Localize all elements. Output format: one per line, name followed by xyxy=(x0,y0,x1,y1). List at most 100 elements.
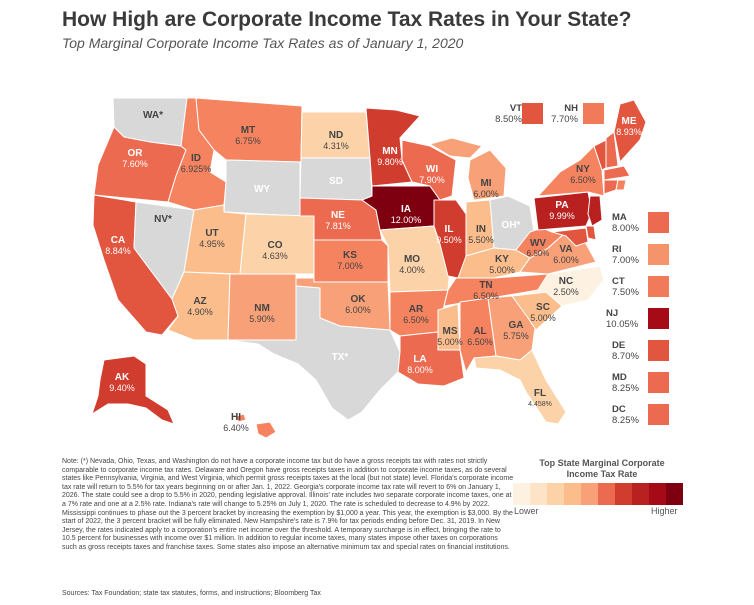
state-CT xyxy=(603,179,619,195)
swatch-DE xyxy=(648,340,669,361)
label-IN: IN 5.50% xyxy=(468,224,494,245)
state-MI-UP xyxy=(429,137,483,159)
label-MS: MS 5.00% xyxy=(437,326,463,347)
callout-RI-code: RI xyxy=(612,244,622,255)
label-UT: UT 4.95% xyxy=(199,228,225,249)
state-HI xyxy=(255,421,277,439)
sources: Sources: Tax Foundation; state tax statu… xyxy=(62,590,321,597)
state-KS xyxy=(313,239,389,283)
callout-VT: VT 8.50% xyxy=(492,103,522,125)
legend-swatch xyxy=(513,483,530,505)
legend-swatch xyxy=(666,483,683,505)
swatch-NJ xyxy=(648,308,669,329)
state-NH xyxy=(605,131,619,169)
label-LA: LA 8.00% xyxy=(407,354,433,375)
callout-NH: NH 7.70% xyxy=(548,103,578,125)
state-ME xyxy=(613,99,647,163)
callout-NJ-rate: 10.05% xyxy=(606,319,639,330)
label-ND: ND 4.31% xyxy=(323,130,349,151)
callout-CT-code: CT xyxy=(612,276,625,287)
callout-RI-rate: 7.00% xyxy=(612,255,639,266)
swatch-MA xyxy=(648,212,669,233)
label-TX: TX* xyxy=(332,352,349,363)
callout-MA-code: MA xyxy=(612,212,627,223)
legend-swatch xyxy=(530,483,547,505)
callout-DC: DC 8.25% xyxy=(612,404,646,426)
state-HI-small xyxy=(235,413,247,423)
state-MI xyxy=(467,149,507,201)
callout-DC-code: DC xyxy=(612,404,626,415)
legend-swatch xyxy=(615,483,632,505)
callout-CT: CT 7.50% xyxy=(612,276,646,298)
label-AK: AK 9.40% xyxy=(109,372,135,393)
legend-high-label: Higher xyxy=(651,506,678,516)
state-NC xyxy=(511,265,605,307)
label-NM: NM 5.90% xyxy=(249,303,275,324)
label-ID: ID 6.925% xyxy=(181,153,212,174)
state-NY xyxy=(537,145,605,197)
swatch-DC xyxy=(648,404,669,425)
label-PA: PA 9.99% xyxy=(549,200,575,221)
swatch-VT xyxy=(522,103,543,124)
callout-VT-code: VT xyxy=(509,103,522,114)
state-FL xyxy=(473,349,567,425)
label-CO: CO 4.63% xyxy=(262,240,288,261)
label-IL: IL 9.50% xyxy=(436,224,462,245)
map-title: How High are Corporate Income Tax Rates … xyxy=(62,8,632,31)
label-CA: CA 8.84% xyxy=(105,235,131,256)
callout-DE-code: DE xyxy=(612,340,626,351)
legend-swatch xyxy=(547,483,564,505)
label-WA: WA* xyxy=(143,110,163,121)
legend-swatch xyxy=(581,483,598,505)
label-SD: SD xyxy=(329,176,343,187)
footnote: Note: (*) Nevada, Ohio, Texas, and Washi… xyxy=(62,458,514,551)
callout-DC-rate: 8.25% xyxy=(612,415,639,426)
state-MD xyxy=(551,227,589,247)
label-VA: VA 6.00% xyxy=(553,244,579,265)
label-NC: NC 2.50% xyxy=(553,276,579,297)
label-ME: ME 8.93% xyxy=(616,116,642,137)
state-TX xyxy=(227,285,401,421)
swatch-CT xyxy=(648,276,669,297)
label-AZ: AZ 4.90% xyxy=(187,296,213,317)
callout-NJ: NJ 10.05% xyxy=(606,308,646,330)
label-NE: NE 7.81% xyxy=(325,210,351,231)
label-WV: WV 6.50% xyxy=(527,238,550,258)
callout-NH-rate: 7.70% xyxy=(551,114,578,125)
callout-NH-code: NH xyxy=(564,103,578,114)
label-KS: KS 7.00% xyxy=(337,250,363,271)
map-subtitle: Top Marginal Corporate Income Tax Rates … xyxy=(62,35,464,51)
swatch-MD xyxy=(648,372,669,393)
label-MN: MN 9.80% xyxy=(377,146,403,167)
label-HI: HI 6.40% xyxy=(223,412,249,433)
callout-MD-code: MD xyxy=(612,372,627,383)
state-RI xyxy=(615,179,627,191)
callout-DE-rate: 8.70% xyxy=(612,351,639,362)
label-OR: OR 7.60% xyxy=(122,148,148,169)
legend-swatch xyxy=(649,483,666,505)
state-AK xyxy=(91,355,175,425)
legend-swatch xyxy=(564,483,581,505)
callout-RI: RI 7.00% xyxy=(612,244,646,266)
label-OK: OK 6.00% xyxy=(345,294,371,315)
label-SC: SC 5.00% xyxy=(530,302,556,323)
label-AR: AR 6.50% xyxy=(403,304,429,325)
callout-CT-rate: 7.50% xyxy=(612,287,639,298)
label-WY: WY xyxy=(254,184,270,195)
callout-MA-rate: 8.00% xyxy=(612,223,639,234)
label-MO: MO 4.00% xyxy=(399,254,425,275)
callout-MA: MA 8.00% xyxy=(612,212,646,234)
callout-DE: DE 8.70% xyxy=(612,340,646,362)
legend-title: Top State Marginal Corporate Income Tax … xyxy=(539,458,665,479)
label-TN: TN 6.50% xyxy=(473,280,499,301)
label-KY: KY 5.00% xyxy=(489,254,515,275)
state-MA xyxy=(603,165,631,181)
label-WI: WI 7.90% xyxy=(419,164,445,185)
legend-swatch xyxy=(598,483,615,505)
label-MT: MT 6.75% xyxy=(235,125,261,146)
callout-MD: MD 8.25% xyxy=(612,372,646,394)
state-NJ xyxy=(587,195,603,227)
label-GA: GA 5.75% xyxy=(503,320,529,341)
legend-color-scale xyxy=(513,483,683,505)
legend-swatch xyxy=(632,483,649,505)
